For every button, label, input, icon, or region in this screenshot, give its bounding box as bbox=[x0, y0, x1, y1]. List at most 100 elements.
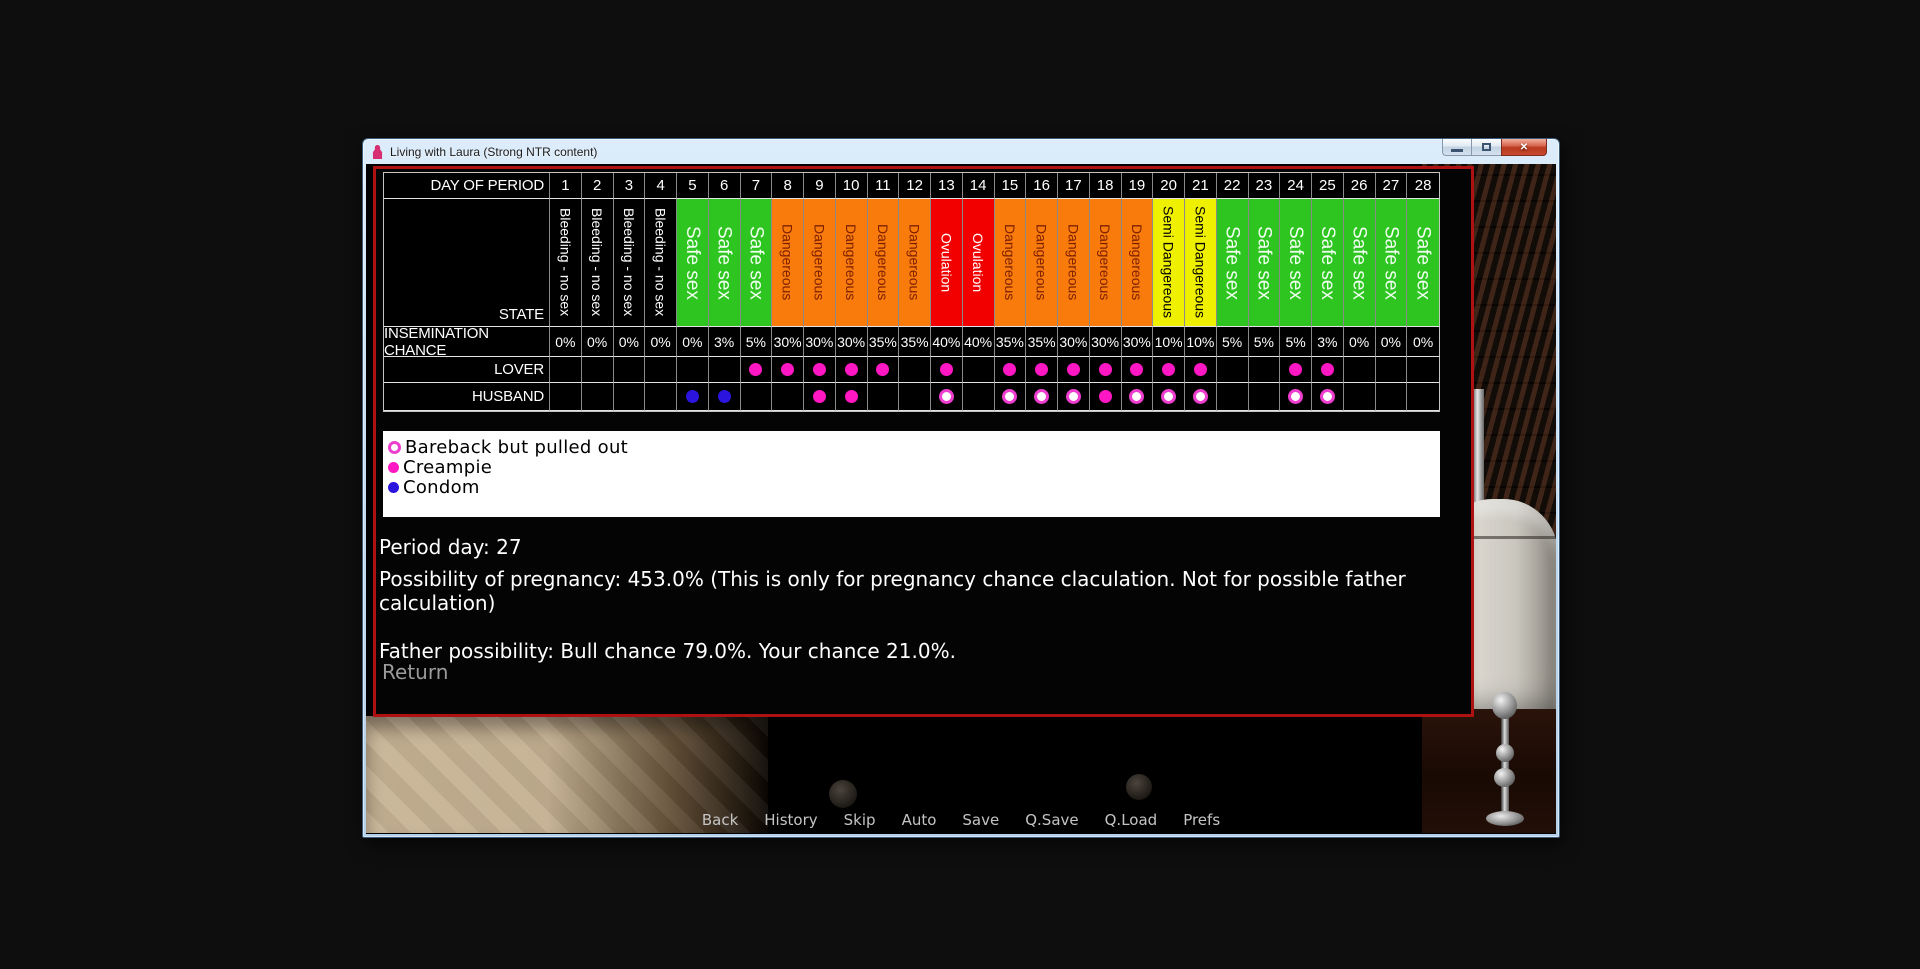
quickmenu-back[interactable]: Back bbox=[701, 811, 739, 829]
insemination-cell-day-4: 0% bbox=[645, 327, 677, 357]
day-header-20: 20 bbox=[1153, 173, 1185, 199]
creampie-marker-icon bbox=[812, 390, 826, 403]
pregnancy-possibility-text: Possibility of pregnancy: 453.0% (This i… bbox=[379, 567, 1406, 615]
husband-cell-day-14 bbox=[962, 383, 995, 411]
state-cell-day-19: Dangereous bbox=[1121, 199, 1154, 327]
insemination-cell-day-17: 30% bbox=[1058, 327, 1090, 357]
insemination-cell-day-10: 30% bbox=[835, 327, 868, 357]
lover-cell-day-8 bbox=[772, 357, 804, 383]
husband-cell-day-5 bbox=[677, 383, 709, 411]
state-cell-day-2: Bleeding - no sex bbox=[581, 199, 614, 327]
close-button[interactable]: ✕ bbox=[1501, 139, 1547, 156]
husband-cell-day-27 bbox=[1375, 383, 1408, 411]
lover-cell-day-16 bbox=[1026, 357, 1058, 383]
candlestick-knob bbox=[1496, 744, 1514, 762]
window-title-bar[interactable]: Living with Laura (Strong NTR content) ✕ bbox=[363, 139, 1559, 164]
bareback-marker-icon bbox=[388, 440, 401, 454]
state-cell-day-10: Dangereous bbox=[835, 199, 868, 327]
husband-cell-day-15 bbox=[994, 383, 1027, 411]
insemination-cell-day-21: 10% bbox=[1185, 327, 1217, 357]
insemination-cell-day-22: 5% bbox=[1216, 327, 1249, 357]
row-label-husband: HUSBAND bbox=[384, 383, 550, 411]
lover-cell-day-9 bbox=[804, 357, 836, 383]
state-cell-day-21: Semi Dangereous bbox=[1185, 199, 1217, 327]
insemination-cell-day-3: 0% bbox=[613, 327, 646, 357]
period-table: DAY OF PERIOD 1 2 3 4 5 6 7 8 9 10 11 12 13 14 15 16 17 18… bbox=[383, 172, 1440, 412]
state-text: Safe sex bbox=[1253, 225, 1275, 300]
day-header-13: 13 bbox=[931, 173, 963, 199]
lover-cell-day-26 bbox=[1343, 357, 1376, 383]
insemination-cell-day-9: 30% bbox=[804, 327, 836, 357]
bareback-marker-icon bbox=[1034, 389, 1050, 404]
quickmenu-qsave[interactable]: Q.Save bbox=[1025, 811, 1079, 829]
background-drawer-knob bbox=[829, 780, 857, 808]
lover-cell-day-7 bbox=[740, 357, 773, 383]
state-text: Safe sex bbox=[1380, 225, 1402, 300]
husband-cell-day-23 bbox=[1248, 383, 1281, 411]
return-button[interactable]: Return bbox=[382, 660, 449, 684]
creampie-marker-icon bbox=[812, 363, 826, 376]
state-cell-day-7: Safe sex bbox=[740, 199, 773, 327]
state-cell-day-5: Safe sex bbox=[677, 199, 709, 327]
state-text: Dangereous bbox=[874, 224, 891, 301]
husband-cell-day-17 bbox=[1058, 383, 1090, 411]
quickmenu-qload[interactable]: Q.Load bbox=[1104, 811, 1158, 829]
state-cell-day-25: Safe sex bbox=[1312, 199, 1344, 327]
state-text: Dangereous bbox=[1001, 224, 1018, 301]
insemination-cell-day-26: 0% bbox=[1343, 327, 1376, 357]
quickmenu-prefs[interactable]: Prefs bbox=[1183, 811, 1221, 829]
bareback-marker-icon bbox=[1192, 389, 1208, 404]
state-cell-day-12: Dangereous bbox=[899, 199, 931, 327]
creampie-marker-icon bbox=[1289, 363, 1303, 376]
minimize-button[interactable] bbox=[1442, 139, 1472, 156]
game-client-area: DAY OF PERIOD 1 2 3 4 5 6 7 8 9 10 11 12 13 14 15 16 17 18… bbox=[366, 164, 1556, 834]
state-cell-day-22: Safe sex bbox=[1216, 199, 1249, 327]
maximize-button[interactable] bbox=[1472, 139, 1501, 156]
state-text: Safe sex bbox=[1348, 225, 1370, 300]
background-wood-counter bbox=[1422, 709, 1556, 833]
quickmenu-auto[interactable]: Auto bbox=[901, 811, 937, 829]
day-header-23: 23 bbox=[1248, 173, 1281, 199]
lover-cell-day-28 bbox=[1407, 357, 1439, 383]
state-cell-day-24: Safe sex bbox=[1280, 199, 1312, 327]
day-header-22: 22 bbox=[1216, 173, 1249, 199]
husband-cell-day-22 bbox=[1216, 383, 1249, 411]
lover-cell-day-5 bbox=[677, 357, 709, 383]
legend-item: Condom bbox=[388, 477, 1440, 498]
window-controls: ✕ bbox=[1442, 139, 1547, 156]
state-cell-day-11: Dangereous bbox=[867, 199, 900, 327]
state-cell-day-15: Dangereous bbox=[994, 199, 1027, 327]
insemination-cell-day-13: 40% bbox=[931, 327, 963, 357]
husband-cell-day-26 bbox=[1343, 383, 1376, 411]
state-text: Safe sex bbox=[681, 225, 703, 300]
quickmenu-history[interactable]: History bbox=[764, 811, 818, 829]
state-text: Ovulation bbox=[970, 232, 987, 293]
state-text: Semi Dangereous bbox=[1160, 206, 1177, 319]
lover-cell-day-12 bbox=[899, 357, 931, 383]
husband-cell-day-20 bbox=[1153, 383, 1185, 411]
insemination-cell-day-18: 30% bbox=[1089, 327, 1122, 357]
legend-label: Bareback but pulled out bbox=[405, 436, 629, 458]
row-label-lover: LOVER bbox=[384, 357, 550, 383]
state-cell-day-3: Bleeding - no sex bbox=[613, 199, 646, 327]
husband-cell-day-3 bbox=[613, 383, 646, 411]
state-cell-day-28: Safe sex bbox=[1407, 199, 1439, 327]
insemination-cell-day-28: 0% bbox=[1407, 327, 1439, 357]
day-header-12: 12 bbox=[899, 173, 931, 199]
quickmenu-save[interactable]: Save bbox=[962, 811, 1000, 829]
state-cell-day-4: Bleeding - no sex bbox=[645, 199, 677, 327]
legend-item: Bareback but pulled out bbox=[388, 436, 1440, 458]
state-text: Bleeding - no sex bbox=[620, 208, 637, 317]
insemination-cell-day-24: 5% bbox=[1280, 327, 1312, 357]
husband-cell-day-13 bbox=[931, 383, 963, 411]
state-text: Safe sex bbox=[745, 225, 767, 300]
husband-cell-day-11 bbox=[867, 383, 900, 411]
day-header-19: 19 bbox=[1121, 173, 1154, 199]
husband-cell-day-7 bbox=[740, 383, 773, 411]
creampie-marker-icon bbox=[1098, 363, 1112, 376]
game-window: Living with Laura (Strong NTR content) ✕… bbox=[362, 138, 1560, 838]
day-header-17: 17 bbox=[1058, 173, 1090, 199]
quickmenu-skip[interactable]: Skip bbox=[843, 811, 876, 829]
state-cell-day-14: Ovulation bbox=[962, 199, 995, 327]
